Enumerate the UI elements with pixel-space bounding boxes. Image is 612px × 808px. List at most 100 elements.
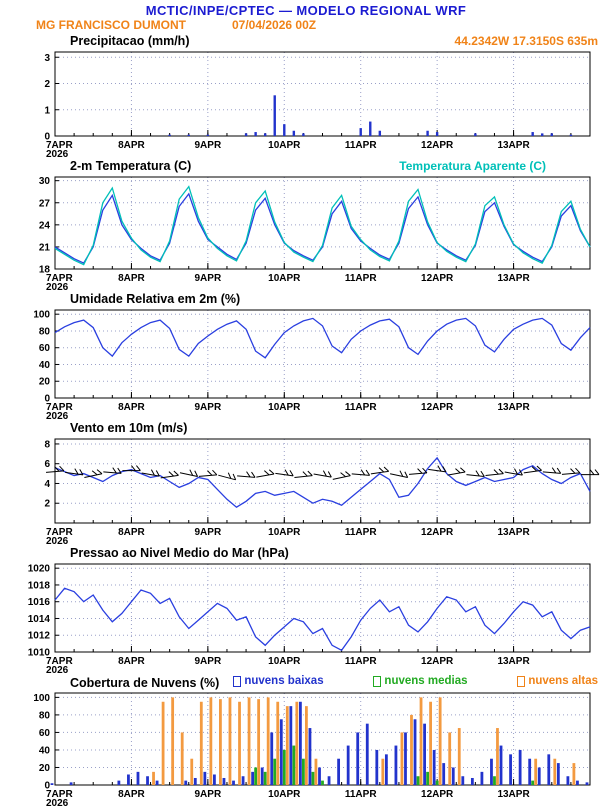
svg-text:11APR: 11APR xyxy=(345,140,377,151)
svg-text:8APR: 8APR xyxy=(118,656,145,667)
svg-text:8APR: 8APR xyxy=(118,402,145,413)
apparent-temperature-legend: Temperatura Aparente (C) xyxy=(399,159,546,173)
report-header: MCTIC/INPE/CPTEC — MODELO REGIONAL WRF M… xyxy=(0,0,612,34)
svg-text:12APR: 12APR xyxy=(421,140,454,151)
svg-text:9APR: 9APR xyxy=(195,656,222,667)
panel-title-pressure: Pressao ao Nivel Medio do Mar (hPa) xyxy=(70,546,289,560)
svg-text:13APR: 13APR xyxy=(497,656,530,667)
panel-title-temperature: 2-m Temperatura (C) xyxy=(70,159,192,173)
svg-text:0: 0 xyxy=(44,132,50,143)
svg-text:10APR: 10APR xyxy=(268,789,301,800)
svg-text:7APR: 7APR xyxy=(46,402,73,413)
svg-text:100: 100 xyxy=(33,693,50,704)
svg-text:60: 60 xyxy=(39,728,51,739)
svg-text:10APR: 10APR xyxy=(268,527,301,538)
svg-text:27: 27 xyxy=(39,198,51,209)
svg-text:2026: 2026 xyxy=(46,282,69,292)
svg-text:2026: 2026 xyxy=(46,536,69,546)
panel-humidity: Umidade Relativa em 2m (%) 0 20 40 60 80 100 7… xyxy=(0,292,612,421)
svg-text:7APR: 7APR xyxy=(46,273,73,284)
svg-text:1020: 1020 xyxy=(28,564,51,575)
panel-precipitation: Precipitacao (mm/h) 44.2342W 17.3150S 63… xyxy=(0,34,612,159)
svg-text:2: 2 xyxy=(44,79,50,90)
svg-text:1012: 1012 xyxy=(28,631,51,642)
svg-text:10APR: 10APR xyxy=(268,656,301,667)
svg-text:8APR: 8APR xyxy=(118,789,145,800)
panel-wind: Vento em 10m (m/s) 2 4 6 8 7APR 2026 8APR 9APR 1… xyxy=(0,421,612,546)
panel-title-row: Vento em 10m (m/s) xyxy=(0,421,612,436)
panel-title-clouds: Cobertura de Nuvens (%) xyxy=(70,675,220,690)
header-subrow: MG FRANCISCO DUMONT 07/04/2026 00Z xyxy=(0,18,612,34)
svg-text:7APR: 7APR xyxy=(46,527,73,538)
svg-text:11APR: 11APR xyxy=(345,402,377,413)
svg-text:6: 6 xyxy=(44,459,50,470)
svg-text:9APR: 9APR xyxy=(195,402,222,413)
svg-text:2: 2 xyxy=(44,499,50,510)
svg-text:40: 40 xyxy=(39,360,51,371)
panel-title-wind: Vento em 10m (m/s) xyxy=(70,421,188,435)
cloud-legend: nuvens baixas nuvens medias nuvens altas xyxy=(233,675,598,687)
svg-text:8: 8 xyxy=(44,439,50,450)
high-clouds-swatch-icon xyxy=(517,675,526,687)
svg-text:1014: 1014 xyxy=(28,614,51,625)
panel-title-row: Precipitacao (mm/h) 44.2342W 17.3150S 63… xyxy=(0,34,612,49)
svg-text:30: 30 xyxy=(39,176,51,187)
panel-title-row: Pressao ao Nivel Medio do Mar (hPa) xyxy=(0,546,612,561)
svg-text:60: 60 xyxy=(39,343,51,354)
station-coordinates: 44.2342W 17.3150S 635m xyxy=(454,34,598,48)
svg-text:8APR: 8APR xyxy=(118,273,145,284)
svg-text:13APR: 13APR xyxy=(497,527,530,538)
svg-text:11APR: 11APR xyxy=(345,527,377,538)
panel-temperature: 2-m Temperatura (C) Temperatura Aparente… xyxy=(0,159,612,292)
svg-text:10APR: 10APR xyxy=(268,402,301,413)
svg-text:2026: 2026 xyxy=(46,798,69,808)
svg-text:13APR: 13APR xyxy=(497,402,530,413)
svg-text:2026: 2026 xyxy=(46,411,69,421)
svg-text:1016: 1016 xyxy=(28,597,51,608)
svg-text:20: 20 xyxy=(39,377,51,388)
svg-text:9APR: 9APR xyxy=(195,273,222,284)
mid-clouds-swatch-icon xyxy=(373,675,382,687)
svg-text:0: 0 xyxy=(44,394,50,405)
svg-text:12APR: 12APR xyxy=(421,402,454,413)
legend-label-baixas: nuvens baixas xyxy=(244,675,324,687)
run-datetime: 07/04/2026 00Z xyxy=(232,18,317,32)
svg-text:12APR: 12APR xyxy=(421,789,454,800)
svg-text:9APR: 9APR xyxy=(195,527,222,538)
svg-text:1: 1 xyxy=(44,105,50,116)
panel-title-row: Cobertura de Nuvens (%) nuvens baixas nu… xyxy=(0,675,612,690)
svg-text:4: 4 xyxy=(44,479,50,490)
svg-text:11APR: 11APR xyxy=(345,273,377,284)
svg-text:12APR: 12APR xyxy=(421,527,454,538)
svg-text:11APR: 11APR xyxy=(345,656,377,667)
panel-title-row: 2-m Temperatura (C) Temperatura Aparente… xyxy=(0,159,612,174)
svg-text:80: 80 xyxy=(39,710,51,721)
svg-text:1018: 1018 xyxy=(28,580,51,591)
svg-text:18: 18 xyxy=(39,265,51,276)
svg-text:1010: 1010 xyxy=(28,648,51,659)
svg-text:2026: 2026 xyxy=(46,149,69,159)
panel-clouds: Cobertura de Nuvens (%) nuvens baixas nu… xyxy=(0,675,612,808)
svg-text:80: 80 xyxy=(39,326,51,337)
svg-text:13APR: 13APR xyxy=(497,273,530,284)
svg-text:7APR: 7APR xyxy=(46,140,73,151)
svg-text:8APR: 8APR xyxy=(118,140,145,151)
model-title: MCTIC/INPE/CPTEC — MODELO REGIONAL WRF xyxy=(145,3,467,18)
legend-nuvens-baixas: nuvens baixas xyxy=(233,675,324,687)
svg-text:12APR: 12APR xyxy=(421,273,454,284)
svg-text:13APR: 13APR xyxy=(497,140,530,151)
legend-nuvens-medias: nuvens medias xyxy=(373,675,468,687)
svg-text:100: 100 xyxy=(33,310,50,321)
panel-title-precipitation: Precipitacao (mm/h) xyxy=(70,34,190,48)
svg-text:12APR: 12APR xyxy=(421,656,454,667)
svg-text:24: 24 xyxy=(39,220,51,231)
legend-label-medias: nuvens medias xyxy=(384,675,468,687)
legend-nuvens-altas: nuvens altas xyxy=(517,675,598,687)
